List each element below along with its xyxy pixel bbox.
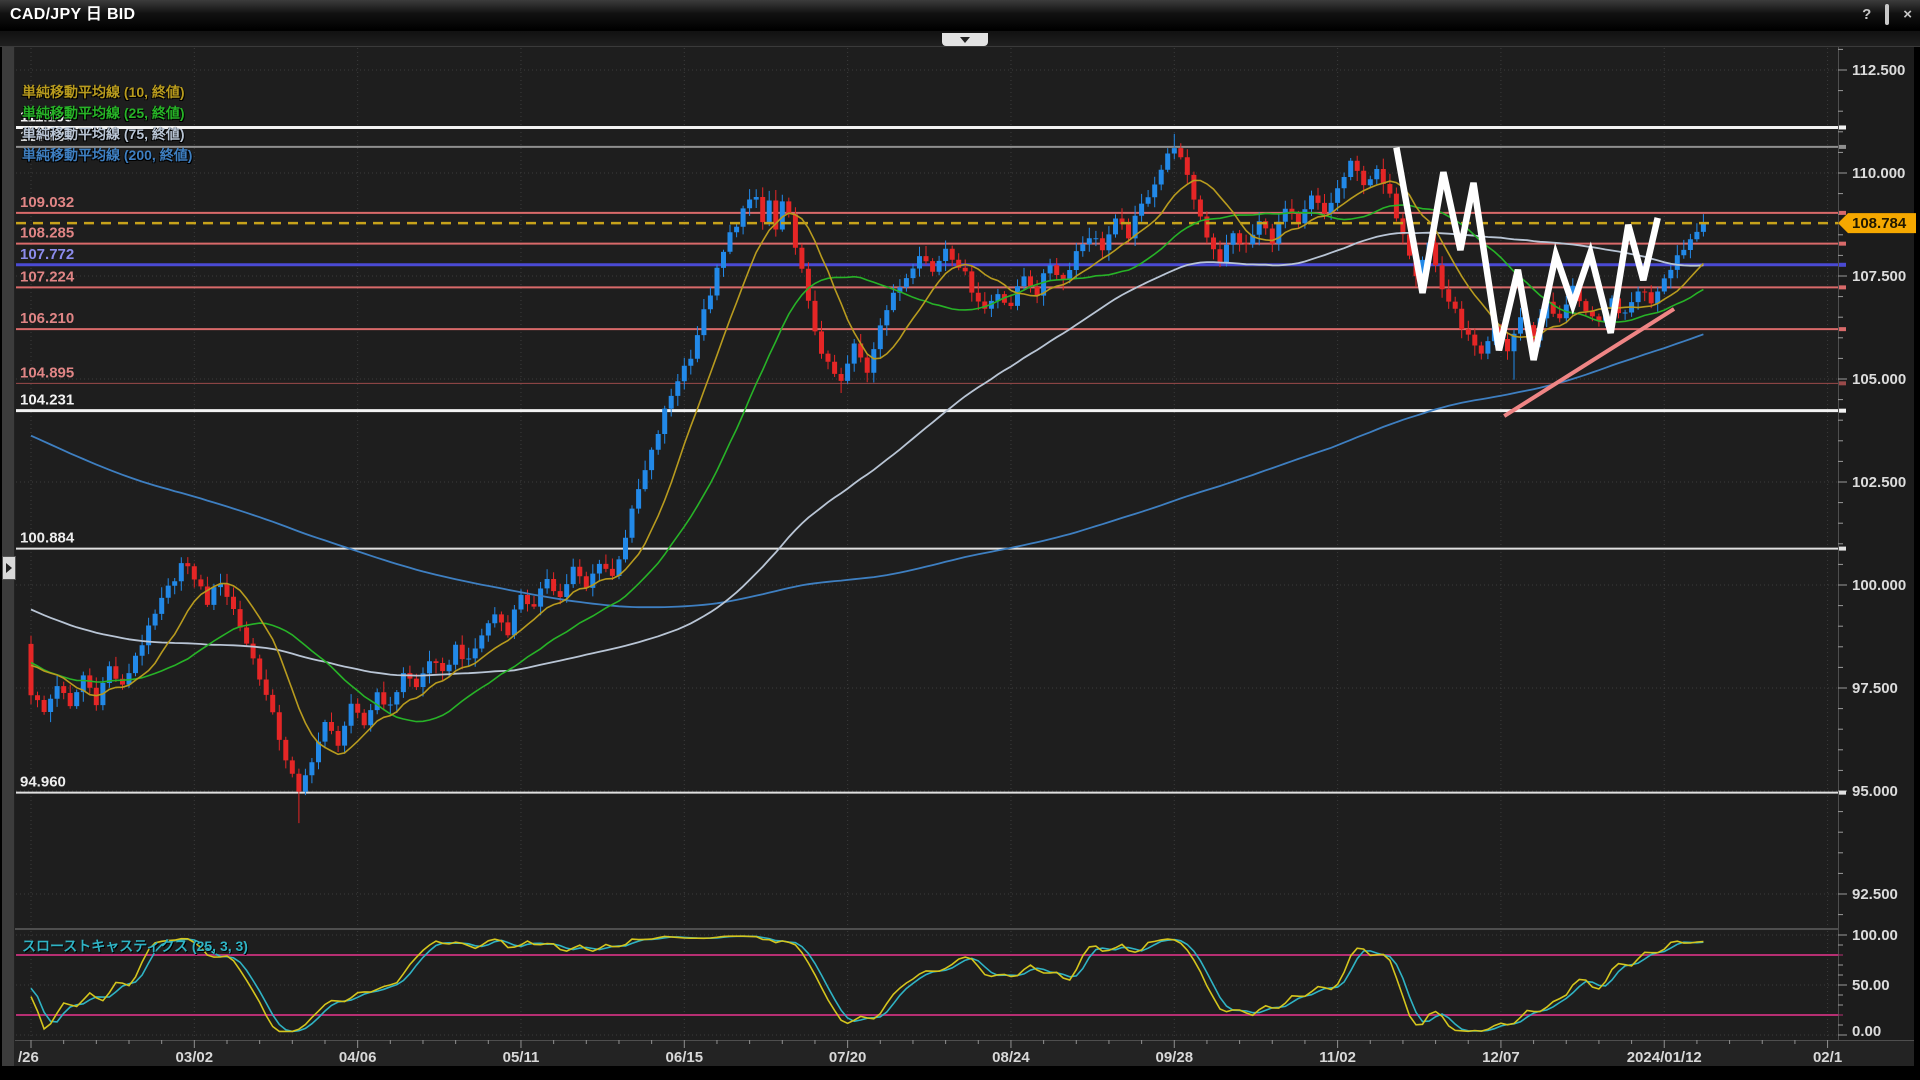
close-button[interactable]: × xyxy=(1903,6,1912,23)
stoch-axis-label: 100.00 xyxy=(1852,927,1898,944)
time-axis-label: 08/24 xyxy=(992,1049,1030,1066)
maximize-icon xyxy=(1885,4,1890,25)
sma-25-line xyxy=(30,204,1704,723)
price-axis-label: 95.000 xyxy=(1852,783,1898,800)
sma-200-line xyxy=(30,333,1704,609)
candles-layer xyxy=(28,133,1706,824)
time-axis[interactable]: /26 03/02 04/06 05/11 06/15 07/20 08/24 09/28 11… xyxy=(18,1040,1842,1066)
window-controls: ? × xyxy=(1862,0,1912,30)
zigzag-annotation[interactable] xyxy=(1393,146,1661,361)
sma-75-line xyxy=(30,231,1704,677)
sma-10-line xyxy=(30,179,1704,756)
price-axis-label: 112.500 xyxy=(1852,62,1905,79)
price-axis-label: 92.500 xyxy=(1852,886,1898,903)
time-axis-label: 12/07 xyxy=(1482,1049,1520,1066)
price-level-label: 104.231 xyxy=(20,392,74,409)
stoch-k-line xyxy=(30,935,1704,1033)
price-axis-label: 110.000 xyxy=(1852,165,1905,182)
time-axis-label: /26 xyxy=(18,1049,39,1066)
stoch-axis-label: 0.00 xyxy=(1852,1023,1881,1040)
toolbar-strip xyxy=(0,30,1920,47)
price-level-label: 107.224 xyxy=(20,268,75,285)
price-level-label: 111.105 xyxy=(20,108,73,125)
price-level-label: 106.210 xyxy=(20,310,74,327)
time-axis-label: 05/11 xyxy=(503,1049,540,1066)
price-level-label: 109.032 xyxy=(20,194,74,211)
price-axis-label: 107.500 xyxy=(1852,268,1906,285)
price-axis-label: 102.500 xyxy=(1852,474,1906,491)
price-axis-label: 100.000 xyxy=(1852,577,1906,594)
toolbar-collapse-button[interactable] xyxy=(942,33,988,46)
time-axis-label: 07/20 xyxy=(829,1049,867,1066)
maximize-button[interactable] xyxy=(1885,0,1890,30)
window-title: CAD/JPY 日 BID xyxy=(10,6,136,23)
moving-average-lines xyxy=(30,179,1704,756)
trendline-annotation[interactable] xyxy=(1503,307,1676,418)
price-level-label: 107.772 xyxy=(20,246,74,263)
time-axis-label: 02/1 xyxy=(1813,1049,1842,1066)
price-level-label: 100.884 xyxy=(20,530,75,547)
stoch-axis-label: 50.00 xyxy=(1852,977,1890,994)
price-level-label: 108.285 xyxy=(20,225,74,242)
current-price-value: 108.784 xyxy=(1852,215,1907,232)
time-axis-label: 09/28 xyxy=(1156,1049,1194,1066)
price-axis-label: 97.500 xyxy=(1852,680,1898,697)
price-axis-label: 105.000 xyxy=(1852,371,1906,388)
price-axis[interactable]: 112.500 110.000 107.500 105.000 102.500 100.0… xyxy=(1838,48,1906,916)
stochastic-lines xyxy=(30,935,1704,1033)
price-level-lines xyxy=(16,125,1838,794)
time-axis-label: 2024/01/12 xyxy=(1627,1049,1702,1066)
time-axis-label: 04/06 xyxy=(339,1049,377,1066)
current-price-badge xyxy=(1838,213,1916,234)
time-axis-label: 11/02 xyxy=(1319,1049,1356,1066)
panel-expand-button[interactable] xyxy=(2,556,16,580)
help-button[interactable]: ? xyxy=(1862,6,1872,23)
time-axis-label: 06/15 xyxy=(666,1049,704,1066)
price-level-label: 110.633 xyxy=(20,128,73,145)
price-level-label: 104.895 xyxy=(20,364,74,381)
price-level-label: 94.960 xyxy=(20,774,66,791)
chevron-right-icon xyxy=(6,563,12,573)
title-bar[interactable]: CAD/JPY 日 BID ? × xyxy=(0,0,1920,31)
time-axis-label: 03/02 xyxy=(176,1049,214,1066)
left-panel-strip xyxy=(2,46,16,1066)
chevron-down-icon xyxy=(960,36,970,43)
